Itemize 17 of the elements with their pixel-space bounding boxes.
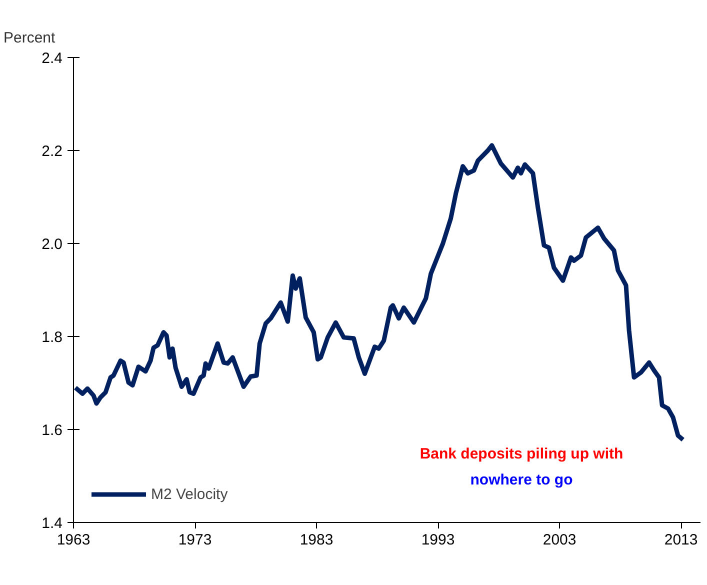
y-tick-label: 2.2 (42, 143, 63, 160)
x-tick-label: 1973 (178, 532, 212, 548)
legend-label: M2 Velocity (151, 486, 228, 502)
y-axis-title: Percent (4, 30, 56, 46)
x-tick-label: 1993 (421, 532, 455, 548)
annotation: nowhere to go (470, 472, 573, 488)
y-tick-label: 2.4 (42, 50, 63, 67)
y-tick-label: 1.8 (42, 329, 63, 346)
x-tick-label: 1983 (300, 532, 334, 548)
line-series (74, 143, 686, 442)
x-tick-label: 1963 (56, 532, 90, 548)
x-tick-label: 2003 (542, 532, 576, 548)
x-tick-label: 2013 (664, 532, 698, 548)
annotation: Bank deposits piling up with (420, 446, 624, 462)
y-tick-label: 1.4 (42, 515, 63, 532)
y-tick-label: 1.6 (42, 422, 63, 439)
y-tick-label: 2.0 (42, 236, 63, 253)
